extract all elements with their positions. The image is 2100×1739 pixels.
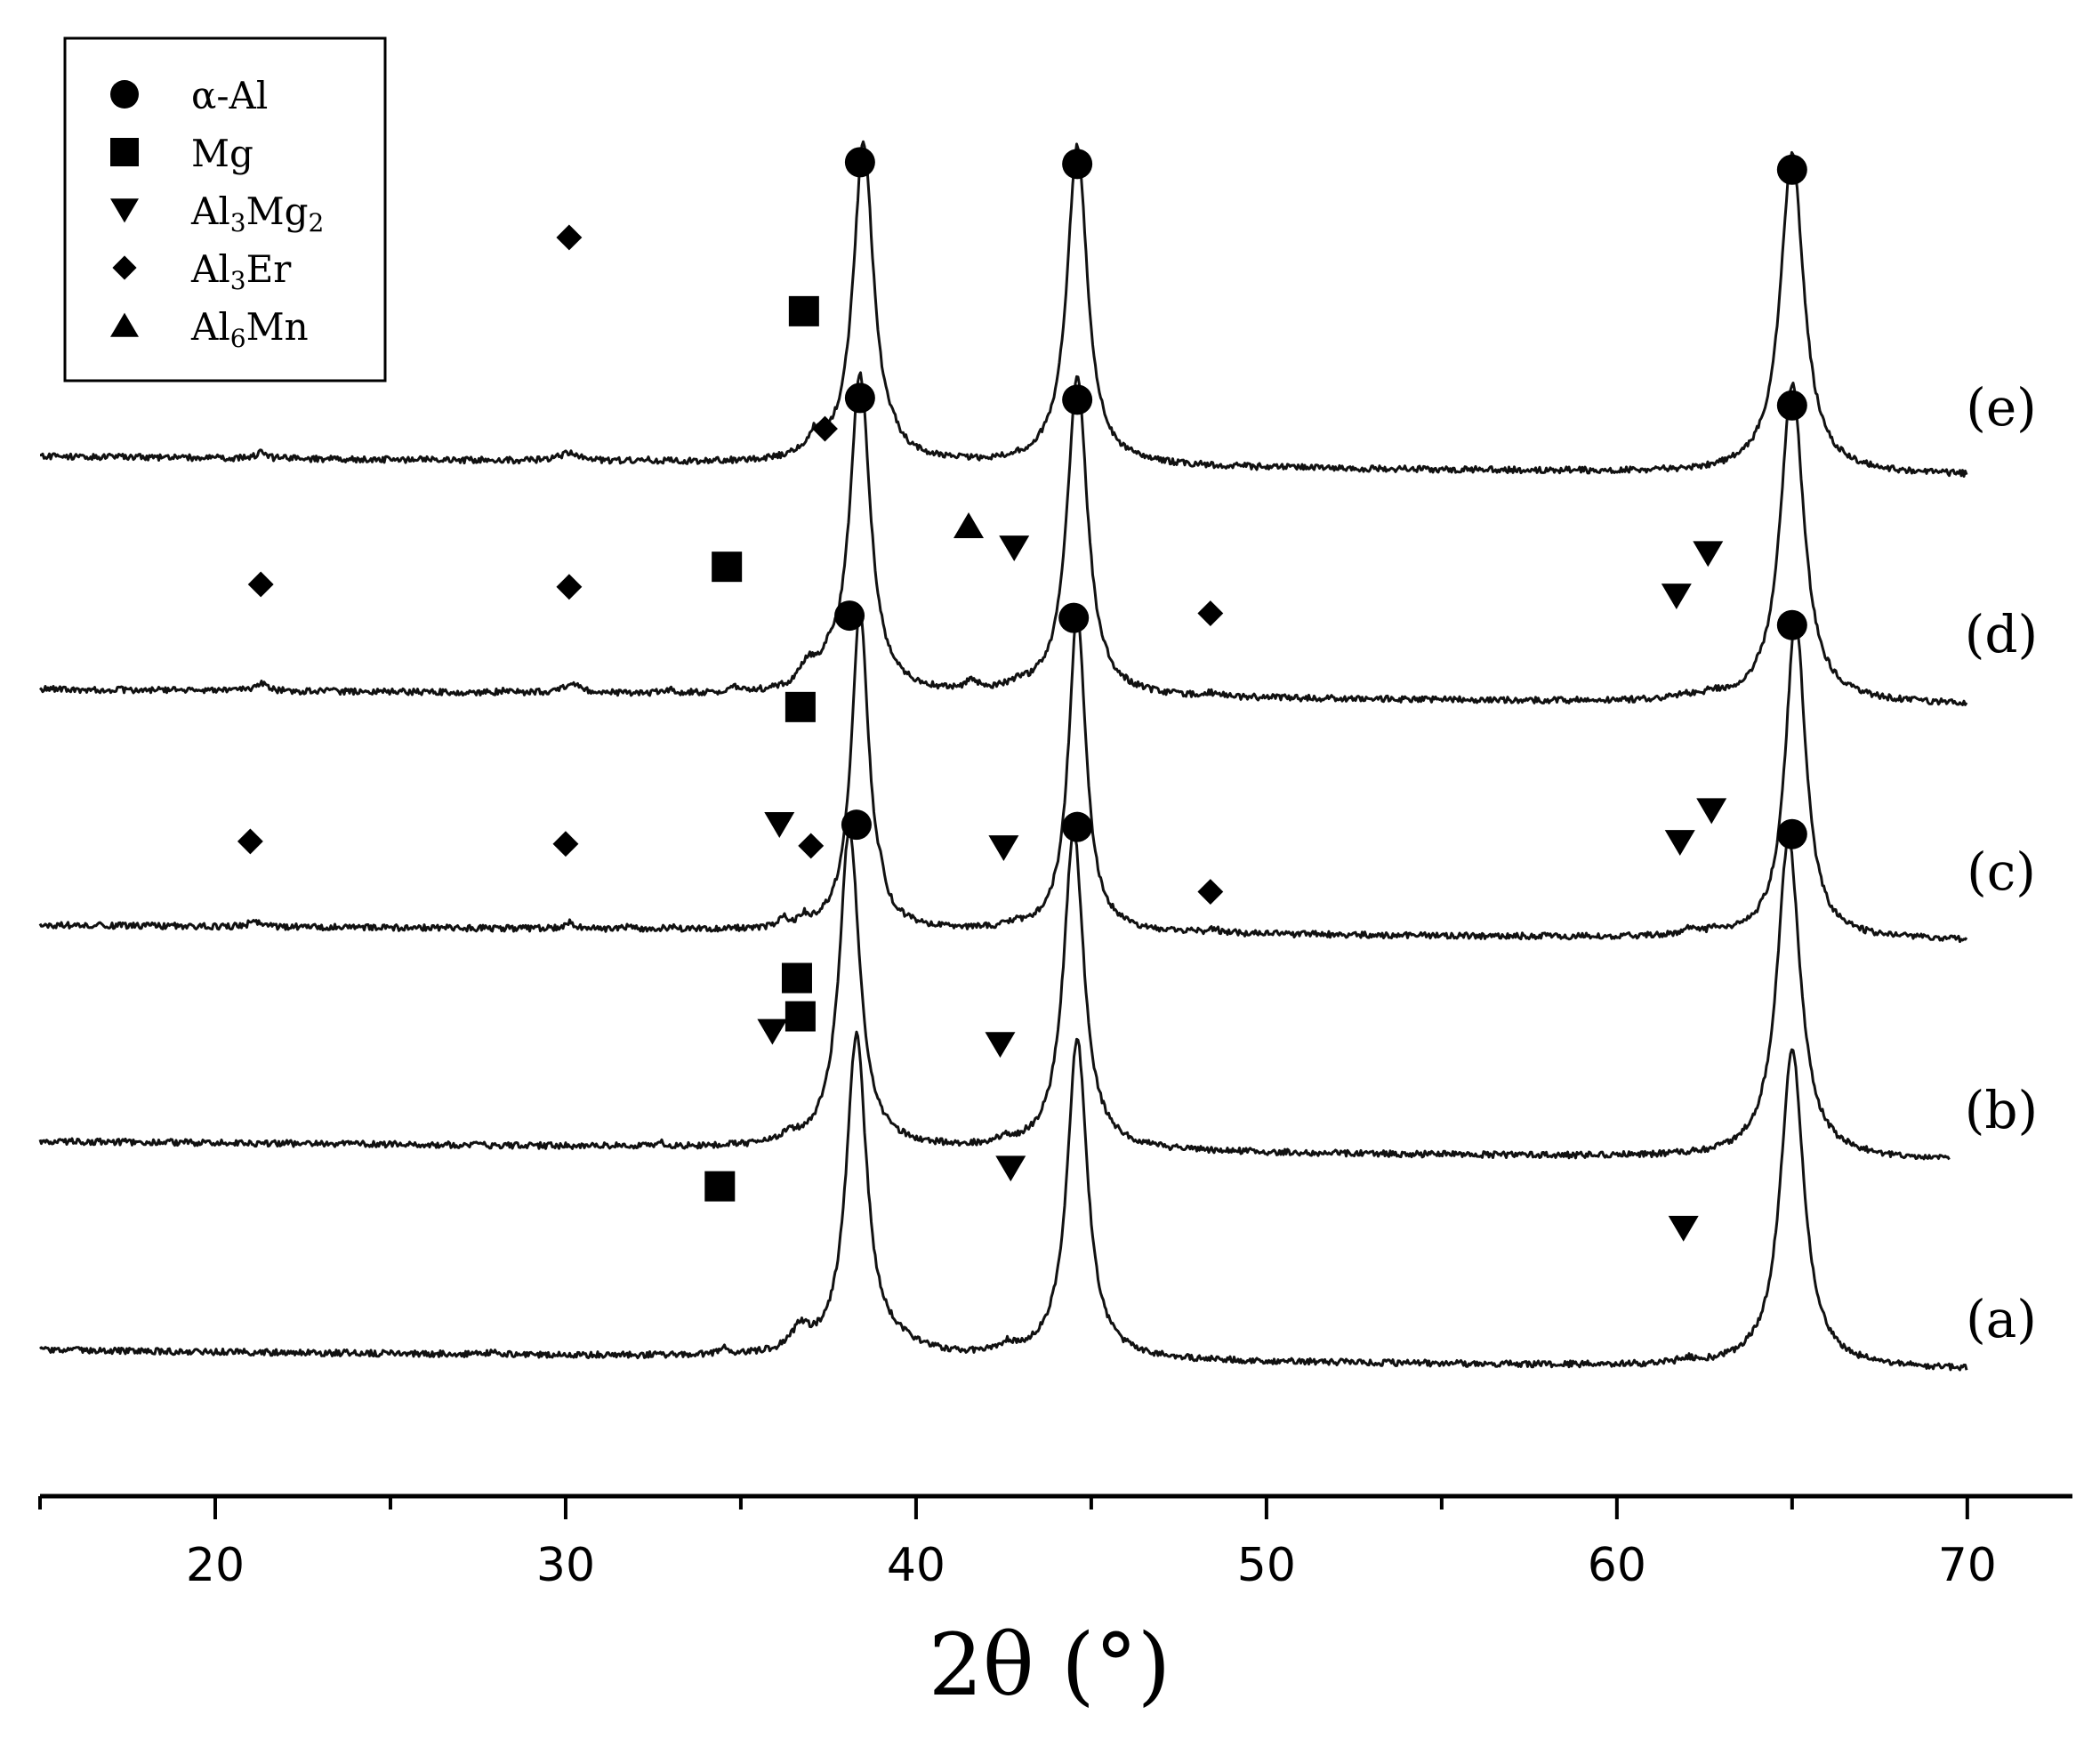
legend-symbol-circle <box>110 80 139 109</box>
marker-d-square <box>788 295 819 326</box>
curve-label-b: (b) <box>1965 1080 2038 1140</box>
legend-label: Al3Mg2 <box>190 189 324 238</box>
curve-labels: (a) (b) (c) (d) (e) <box>1965 377 2038 1349</box>
marker-b-circle <box>1776 609 1807 640</box>
marker-e-diamond <box>556 224 583 251</box>
marker-d-circle <box>1776 154 1807 185</box>
legend-symbol-triangle-up <box>110 312 139 337</box>
legend-label: α-Al <box>191 74 268 117</box>
marker-b-circle <box>1058 602 1090 633</box>
legend-label: Al6Mn <box>190 305 309 353</box>
xrd-trace-c <box>38 609 1968 944</box>
x-tick-label: 70 <box>1938 1539 1997 1592</box>
phase-markers <box>237 147 1807 1242</box>
marker-b-triangle-down <box>985 1032 1016 1059</box>
marker-d-triangle-down <box>1661 584 1692 610</box>
curve-label-e: (e) <box>1966 377 2037 438</box>
marker-c-triangle-down <box>1696 798 1727 825</box>
legend-label: Mg <box>191 132 253 175</box>
marker-b-square <box>781 962 812 994</box>
marker-c-triangle-down <box>988 835 1019 861</box>
legend: α-Al Mg Al3Mg2 Al3Er Al6Mn <box>63 36 387 382</box>
marker-c-diamond <box>237 828 263 855</box>
marker-d-circle <box>1062 149 1093 180</box>
curve-label-d: (d) <box>1965 604 2038 664</box>
xrd-trace-d <box>38 371 1968 706</box>
marker-d-triangle-up <box>953 512 985 538</box>
marker-d-triangle-down <box>999 535 1030 562</box>
marker-d-square <box>712 551 743 583</box>
xrd-trace-a <box>39 1030 1968 1372</box>
curve-label-a: (a) <box>1966 1289 2037 1349</box>
marker-c-circle <box>1062 384 1093 415</box>
x-tick-label: 60 <box>1588 1539 1646 1592</box>
marker-a-circle <box>841 809 872 841</box>
xrd-traces <box>38 140 1968 1372</box>
marker-c-circle <box>1776 390 1807 421</box>
marker-d-circle <box>844 147 875 178</box>
marker-c-circle <box>844 382 875 414</box>
xrd-trace-b <box>38 828 1951 1161</box>
legend-symbol-triangle-down <box>110 198 139 223</box>
marker-d-diamond <box>556 574 583 600</box>
marker-d-diamond <box>1197 600 1224 626</box>
xrd-trace-e <box>40 140 1968 478</box>
marker-c-diamond <box>552 831 579 857</box>
marker-a-square <box>704 1171 736 1202</box>
marker-c-triangle-down <box>1664 830 1695 857</box>
marker-c-square <box>784 691 816 722</box>
legend-symbol-square <box>110 138 139 166</box>
x-tick-label: 30 <box>536 1539 595 1592</box>
marker-a-square <box>784 1001 816 1032</box>
x-axis: 20 30 40 50 60 70 <box>38 1493 2072 1592</box>
marker-c-triangle-down <box>764 812 795 838</box>
marker-c-diamond <box>1197 879 1224 905</box>
marker-c-diamond <box>798 833 825 859</box>
curve-label-c: (c) <box>1967 841 2036 902</box>
marker-a-circle <box>1062 811 1093 842</box>
marker-d-diamond <box>247 571 274 598</box>
legend-symbol-diamond <box>112 255 137 280</box>
marker-d-triangle-down <box>1693 541 1724 568</box>
x-tick-label: 20 <box>186 1539 245 1592</box>
marker-a-circle <box>1776 818 1807 849</box>
marker-b-circle <box>834 600 865 632</box>
marker-a-triangle-down <box>995 1155 1026 1182</box>
legend-label: Al3Er <box>190 247 292 295</box>
marker-a-triangle-down <box>1668 1215 1699 1242</box>
marker-d-diamond <box>812 415 838 442</box>
marker-b-triangle-down <box>757 1018 788 1045</box>
x-tick-label: 50 <box>1237 1539 1296 1592</box>
x-tick-label: 40 <box>887 1539 945 1592</box>
x-axis-title: 2θ (°) <box>929 1615 1171 1715</box>
